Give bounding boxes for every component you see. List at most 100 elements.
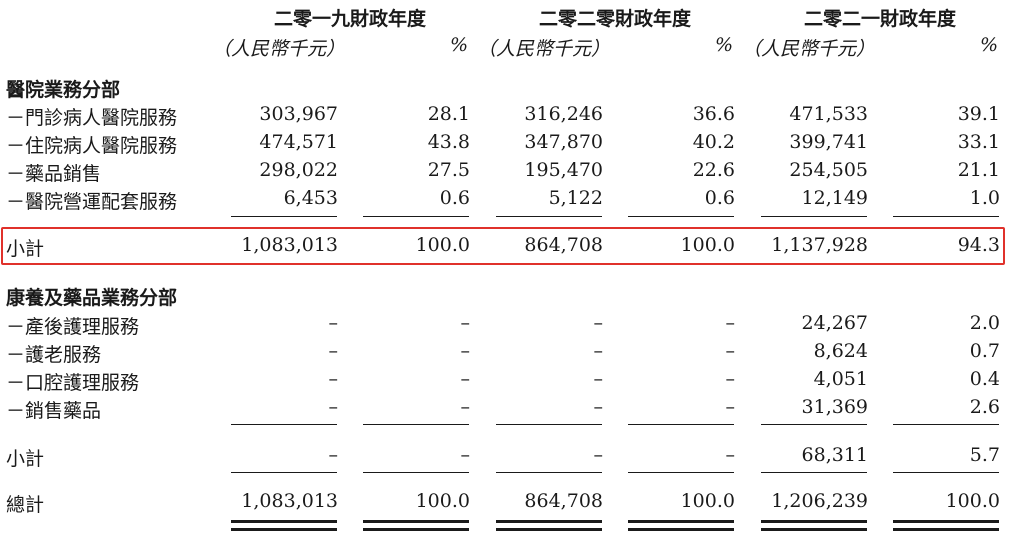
- row-label: －護老服務: [6, 344, 102, 366]
- percent-cell: –: [725, 444, 736, 466]
- amount-cell: –: [593, 368, 604, 390]
- percent-cell: 0.7: [969, 340, 1000, 362]
- rule: [761, 216, 867, 217]
- percent-cell: 21.1: [957, 159, 1000, 181]
- amount-cell: 195,470: [524, 159, 603, 181]
- percent-cell: –: [460, 312, 471, 334]
- percent-cell: 33.1: [957, 131, 1000, 153]
- rule: [893, 216, 999, 217]
- percent-cell: –: [725, 312, 736, 334]
- amount-cell: –: [328, 444, 339, 466]
- pct-header-2021: %: [979, 34, 998, 56]
- percent-cell: 40.2: [692, 131, 735, 153]
- amount-cell: 5,122: [548, 187, 603, 209]
- double-rule: [628, 520, 734, 523]
- amount-cell: 12,149: [801, 187, 868, 209]
- rule: [363, 424, 469, 425]
- amount-cell: 31,369: [801, 396, 868, 418]
- percent-cell: 43.8: [427, 131, 470, 153]
- rule: [231, 472, 337, 473]
- amount-cell: 298,022: [259, 159, 338, 181]
- row-label: －藥品銷售: [6, 163, 102, 185]
- amount-cell: –: [328, 340, 339, 362]
- rule: [496, 216, 602, 217]
- amount-cell: –: [328, 368, 339, 390]
- double-rule: [761, 520, 867, 523]
- amount-cell: –: [328, 396, 339, 418]
- percent-cell: 100.0: [945, 490, 1000, 512]
- percent-cell: 100.0: [415, 490, 470, 512]
- year-header-2020: 二零二零財政年度: [538, 8, 691, 30]
- percent-cell: 36.6: [692, 103, 735, 125]
- row-label: －門診病人醫院服務: [6, 107, 178, 129]
- year-header-2019: 二零一九財政年度: [273, 8, 426, 30]
- percent-cell: 22.6: [692, 159, 735, 181]
- amount-cell: 1,137,928: [771, 234, 868, 256]
- amount-cell: –: [328, 312, 339, 334]
- rule: [363, 216, 469, 217]
- unit-header-2021: （人民幣千元）: [742, 38, 876, 60]
- rule: [496, 472, 602, 473]
- percent-cell: 0.6: [704, 187, 735, 209]
- row-label: 小計: [6, 448, 45, 470]
- double-rule: [893, 528, 999, 531]
- rule: [761, 472, 867, 473]
- percent-cell: 28.1: [427, 103, 470, 125]
- rule: [893, 472, 999, 473]
- pct-header-2020: %: [714, 34, 733, 56]
- rule: [893, 424, 999, 425]
- percent-cell: 27.5: [427, 159, 470, 181]
- rule: [628, 424, 734, 425]
- highlight-box: [1, 227, 1005, 265]
- amount-cell: 24,267: [801, 312, 868, 334]
- percent-cell: –: [460, 444, 471, 466]
- double-rule: [496, 520, 602, 523]
- section-title-hospital: 醫院業務分部: [6, 79, 121, 101]
- section-title-wellness: 康養及藥品業務分部: [6, 287, 178, 309]
- rule: [628, 216, 734, 217]
- unit-header-2019: （人民幣千元）: [212, 38, 346, 60]
- double-rule: [363, 520, 469, 523]
- percent-cell: 0.6: [439, 187, 470, 209]
- percent-cell: 1.0: [969, 187, 1000, 209]
- amount-cell: 474,571: [259, 131, 338, 153]
- rule: [231, 424, 337, 425]
- percent-cell: 0.4: [969, 368, 1000, 390]
- rule: [761, 424, 867, 425]
- percent-cell: 2.0: [969, 312, 1000, 334]
- percent-cell: –: [725, 340, 736, 362]
- amount-cell: –: [593, 340, 604, 362]
- amount-cell: 68,311: [801, 444, 868, 466]
- double-rule: [761, 528, 867, 531]
- percent-cell: –: [725, 368, 736, 390]
- row-label: －銷售藥品: [6, 400, 102, 422]
- amount-cell: 864,708: [524, 234, 603, 256]
- unit-header-2020: （人民幣千元）: [477, 38, 611, 60]
- percent-cell: 2.6: [969, 396, 1000, 418]
- rule: [496, 424, 602, 425]
- amount-cell: –: [593, 444, 604, 466]
- amount-cell: 4,051: [813, 368, 868, 390]
- amount-cell: 316,246: [524, 103, 603, 125]
- percent-cell: 5.7: [969, 444, 1000, 466]
- rule: [231, 216, 337, 217]
- amount-cell: 8,624: [813, 340, 868, 362]
- percent-cell: –: [725, 396, 736, 418]
- percent-cell: –: [460, 368, 471, 390]
- amount-cell: 864,708: [524, 490, 603, 512]
- percent-cell: –: [460, 396, 471, 418]
- amount-cell: 254,505: [789, 159, 868, 181]
- row-label: －住院病人醫院服務: [6, 135, 178, 157]
- row-label: －醫院營運配套服務: [6, 191, 178, 213]
- amount-cell: –: [593, 312, 604, 334]
- double-rule: [363, 528, 469, 531]
- amount-cell: 303,967: [259, 103, 338, 125]
- double-rule: [628, 528, 734, 531]
- row-label: 小計: [6, 238, 45, 260]
- amount-cell: –: [593, 396, 604, 418]
- row-label: －產後護理服務: [6, 316, 140, 338]
- double-rule: [496, 528, 602, 531]
- percent-cell: 100.0: [680, 490, 735, 512]
- percent-cell: –: [460, 340, 471, 362]
- percent-cell: 94.3: [957, 234, 1000, 256]
